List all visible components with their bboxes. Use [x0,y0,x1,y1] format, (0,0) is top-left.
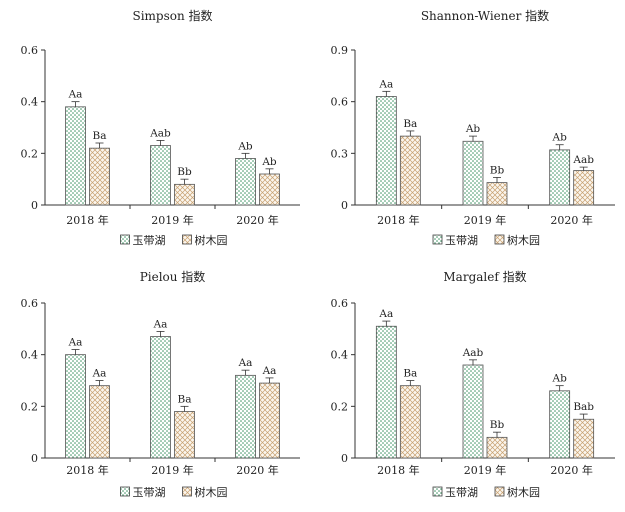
significance-label: Bb [490,419,505,431]
bar-series1 [549,390,571,459]
legend-label: 树木园 [507,233,540,247]
bar-series2 [259,382,280,459]
chart-title: Shannon-Wiener 指数 [421,8,549,23]
bar-series1 [375,325,397,459]
x-tick-label: 2020 年 [236,463,279,477]
x-tick-label: 2018 年 [377,463,420,477]
x-tick-label: 2019 年 [151,213,194,227]
significance-label: Bab [573,401,594,413]
significance-label: Ab [552,132,568,144]
y-tick-label: 0.4 [331,349,349,362]
x-tick-label: 2018 年 [66,463,109,477]
significance-label: Aa [153,318,168,330]
significance-label: Aa [68,89,83,101]
bar-series1 [150,145,171,206]
significance-label: Bb [490,164,505,176]
y-tick-label: 0.4 [21,96,39,109]
legend-swatch-series1 [120,486,130,497]
legend-label: 玉带湖 [445,234,478,247]
x-tick-label: 2019 年 [464,213,507,227]
x-tick-label: 2018 年 [377,213,420,227]
legend-label: 玉带湖 [445,486,478,499]
legend-swatch-series2 [182,234,192,245]
bar-series1 [549,149,571,206]
bar-series2 [89,385,110,459]
bar-series1 [462,140,484,206]
x-tick-label: 2020 年 [236,213,279,227]
y-tick-label: 0.6 [21,44,39,57]
significance-label: Aa [68,337,83,349]
x-tick-label: 2020 年 [550,463,593,477]
bar-series2 [174,411,195,459]
bar-series2 [486,182,508,206]
legend-swatch-series1 [432,234,443,245]
y-tick-label: 0 [31,199,38,212]
significance-label: Aab [462,347,484,359]
y-tick-label: 0 [341,199,348,212]
chart-title: Pielou 指数 [140,269,206,284]
legend-swatch-series2 [494,486,505,497]
bar-series1 [65,106,86,206]
x-tick-label: 2020 年 [550,213,593,227]
significance-label: Ab [465,123,481,135]
significance-label: Ab [237,140,253,152]
significance-label: Ba [403,368,417,380]
legend-swatch-series1 [432,486,443,497]
bar-series2 [399,135,421,206]
significance-label: Aa [378,78,393,90]
legend-label: 玉带湖 [133,486,166,499]
bar-series2 [89,147,110,206]
legend-label: 玉带湖 [133,234,166,247]
significance-label: Ba [403,118,417,130]
x-tick-label: 2019 年 [464,463,507,477]
bar-series1 [235,158,256,206]
significance-label: Ba [178,393,192,405]
bar-series2 [486,436,508,459]
bar-series2 [399,385,421,459]
y-tick-label: 0.6 [331,297,349,310]
legend-swatch-series1 [120,234,130,245]
significance-label: Aa [92,368,107,380]
y-tick-label: 0.6 [331,96,349,109]
significance-label: Aab [572,154,594,166]
bar-series2 [573,170,595,206]
significance-label: Ab [552,373,568,385]
y-tick-label: 0.2 [21,400,39,413]
legend-label: 树木园 [195,233,228,247]
significance-label: Aa [378,308,393,320]
x-tick-label: 2019 年 [151,463,194,477]
bar-series2 [174,183,195,206]
bar-series1 [375,96,397,206]
y-tick-label: 0 [31,452,38,465]
bar-series1 [235,374,256,459]
y-tick-label: 0.6 [21,297,39,310]
y-tick-label: 0.2 [331,400,349,413]
y-tick-label: 0.9 [331,44,349,57]
bar-series1 [150,336,171,459]
significance-label: Ab [261,156,277,168]
significance-label: Aa [238,357,253,369]
bar-series2 [259,173,280,206]
x-tick-label: 2018 年 [66,213,109,227]
y-tick-label: 0.3 [331,147,349,160]
legend-label: 树木园 [195,485,228,499]
bar-series2 [573,418,595,459]
significance-label: Ba [93,130,107,142]
bar-series1 [65,354,86,459]
significance-label: Aab [149,127,171,139]
y-tick-label: 0.4 [21,349,39,362]
chart-title: Simpson 指数 [132,8,212,23]
significance-label: Bb [177,166,192,178]
y-tick-label: 0 [341,452,348,465]
legend-swatch-series2 [182,486,192,497]
significance-label: Aa [262,365,277,377]
chart-title: Margalef 指数 [443,269,526,284]
legend-label: 树木园 [507,485,540,499]
bar-series1 [462,364,484,459]
y-tick-label: 0.2 [21,147,39,160]
legend-swatch-series2 [494,234,505,245]
